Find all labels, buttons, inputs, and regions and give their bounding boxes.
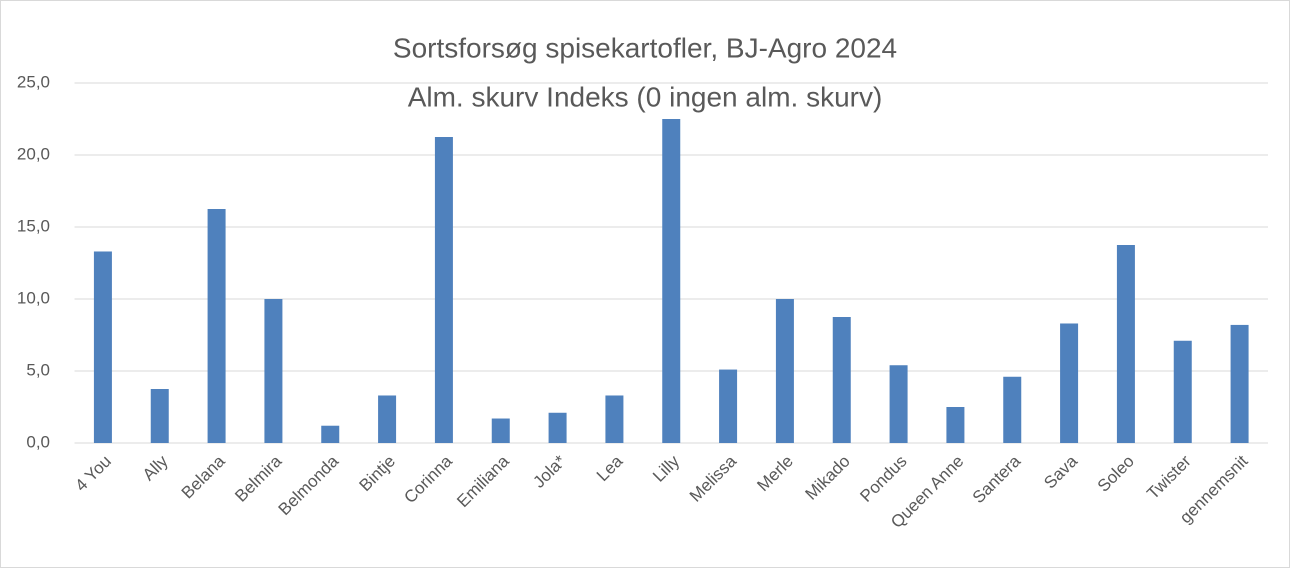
bar — [264, 299, 283, 443]
y-tick-label: 15,0 — [17, 216, 50, 235]
bar — [93, 251, 112, 443]
bar — [775, 299, 794, 443]
bar — [434, 137, 453, 443]
chart-title: Sortsforsøg spisekartofler, BJ-Agro 2024 — [393, 32, 897, 63]
bar — [1060, 323, 1079, 443]
bar — [1003, 376, 1022, 443]
bar — [378, 395, 397, 443]
bar — [719, 369, 738, 443]
bar — [832, 317, 851, 443]
y-tick-label: 0,0 — [26, 432, 50, 451]
y-tick-label: 10,0 — [17, 288, 50, 307]
bar — [150, 389, 169, 443]
bar — [1116, 245, 1135, 443]
y-tick-label: 5,0 — [26, 360, 50, 379]
bar — [548, 412, 567, 443]
bar — [946, 407, 965, 443]
chart-subtitle: Alm. skurv Indeks (0 ingen alm. skurv) — [408, 81, 883, 112]
bar — [1173, 340, 1192, 443]
y-tick-label: 25,0 — [17, 72, 50, 91]
bar — [207, 209, 226, 443]
bar — [889, 365, 908, 443]
bar — [605, 395, 624, 443]
bar — [662, 119, 681, 443]
bar — [491, 418, 510, 443]
y-tick-label: 20,0 — [17, 144, 50, 163]
bar — [1230, 324, 1249, 443]
bar — [321, 425, 340, 443]
